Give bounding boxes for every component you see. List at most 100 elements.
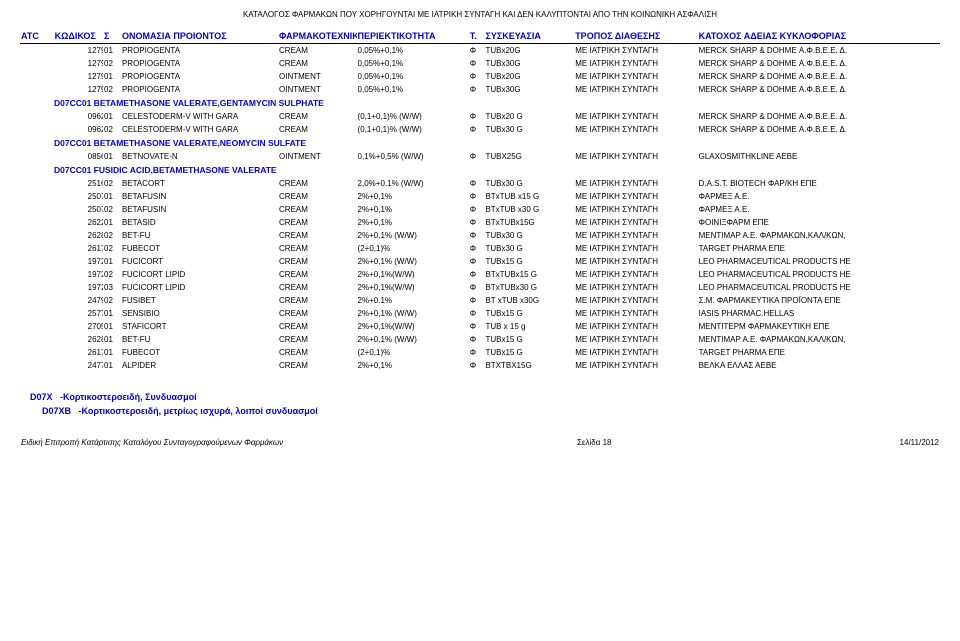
cell-disp: ΜΕ ΙΑΤΡΙΚΗ ΣΥΝΤΑΓΗ [574, 150, 697, 163]
table-row: 270580101STAFICORTCREAM2%+0,1%(W/W)ΦTUB … [20, 320, 940, 333]
table-row: 197240203FUCICORT LIPIDCREAM2%+0,1%(W/W)… [20, 281, 940, 294]
cell-disp: ΜΕ ΙΑΤΡΙΚΗ ΣΥΝΤΑΓΗ [574, 320, 697, 333]
cell-kodikos: 2507001 [54, 190, 103, 203]
cell-pack: TUBx15 G [484, 255, 574, 268]
cell-s: 02 [103, 268, 121, 281]
cell-t: Φ [469, 359, 485, 372]
footer-right: 14/11/2012 [709, 436, 940, 449]
cell-atc [20, 359, 54, 372]
cell-t: Φ [469, 83, 485, 96]
cell-name: FUBECOT [121, 242, 278, 255]
cell-disp: ΜΕ ΙΑΤΡΙΚΗ ΣΥΝΤΑΓΗ [574, 57, 697, 70]
cell-pack: BTXTBX15G [484, 359, 574, 372]
cell-kodikos: 2477301 [54, 359, 103, 372]
cell-atc [20, 255, 54, 268]
cell-name: PROPIOGENTA [121, 70, 278, 83]
cell-pack: TUBx20G [484, 70, 574, 83]
cell-name: BET-FU [121, 229, 278, 242]
cell-atc [20, 294, 54, 307]
footer-left: Ειδική Επιτροπή Κατάρτισης Καταλόγου Συν… [20, 436, 479, 449]
cell-form: CREAM [278, 333, 357, 346]
cell-holder: ΒΕΛΚΑ ΕΛΛΑΣ ΑΕΒΕ [698, 359, 940, 372]
cell-kodikos: 2516801 [54, 177, 103, 190]
cell-strength: 0,05%+0,1% [357, 44, 469, 58]
table-row: 251680102BETACORTCREAM2,0%+0,1% (W/W)ΦTU… [20, 177, 940, 190]
cell-strength: (0,1+0,1)% (W/W) [357, 110, 469, 123]
cell-kodikos: 2628301 [54, 229, 103, 242]
cell-atc [20, 242, 54, 255]
cell-atc [20, 268, 54, 281]
cell-atc [20, 70, 54, 83]
cell-name: BETASID [121, 216, 278, 229]
section-cell: D07CC01 FUSIDIC ACID,BETAMETHASONE VALER… [20, 163, 940, 177]
cell-form: OINTMENT [278, 70, 357, 83]
cell-holder: MERCK SHARP & DOHME Α.Φ.Β.Ε.Ε. Δ. [698, 83, 940, 96]
cell-kodikos: 0856301 [54, 150, 103, 163]
cell-strength: 2%+0,1%(W/W) [357, 320, 469, 333]
cell-atc [20, 333, 54, 346]
cell-pack: TUBx30 G [484, 242, 574, 255]
cell-holder: ΦΑΡΜΕΞ Α.Ε. [698, 203, 940, 216]
table-row: 127930101PROPIOGENTAOINTMENT0,05%+0,1%ΦT… [20, 70, 940, 83]
cell-s: 01 [103, 307, 121, 320]
cell-name: FUCICORT LIPID [121, 268, 278, 281]
table-row: 261760101FUBECOTCREAM(2+0,1)%ΦTUBx15 GΜΕ… [20, 346, 940, 359]
cell-kodikos: 2617601 [54, 242, 103, 255]
cell-atc [20, 203, 54, 216]
cell-strength: 0,1%+0,5% (W/W) [357, 150, 469, 163]
cell-strength: 2%+0.1% [357, 294, 469, 307]
cell-strength: 2%+0,1% [357, 359, 469, 372]
cell-atc [20, 281, 54, 294]
cell-disp: ΜΕ ΙΑΤΡΙΚΗ ΣΥΝΤΑΓΗ [574, 190, 697, 203]
cell-disp: ΜΕ ΙΑΤΡΙΚΗ ΣΥΝΤΑΓΗ [574, 242, 697, 255]
cell-form: CREAM [278, 255, 357, 268]
cell-disp: ΜΕ ΙΑΤΡΙΚΗ ΣΥΝΤΑΓΗ [574, 123, 697, 136]
table-row: 250700102BETAFUSINCREAM2%+0,1%ΦBTxTUB x3… [20, 203, 940, 216]
cell-pack: BTxTUBx15 G [484, 268, 574, 281]
cell-strength: 2%+0,1% (W/W) [357, 333, 469, 346]
cell-strength: 2,0%+0,1% (W/W) [357, 177, 469, 190]
section-row: D07CC01 BETAMETHASONE VALERATE,GENTAMYCI… [20, 96, 940, 110]
cell-disp: ΜΕ ΙΑΤΡΙΚΗ ΣΥΝΤΑΓΗ [574, 203, 697, 216]
col-form: ΦΑΡΜΑΚΟΤΕΧΝΙΚΗ ΜΟΡΦΗ [278, 29, 357, 44]
cell-holder: ΜΕΝΤΙΜΑΡ Α.Ε. ΦΑΡΜΑΚΩΝ,ΚΑΛ/ΚΩΝ, [698, 333, 940, 346]
cell-t: Φ [469, 242, 485, 255]
cell-strength: 0,05%+0,1% [357, 57, 469, 70]
cell-name: FUCICORT LIPID [121, 281, 278, 294]
cell-strength: 0,05%+0,1% [357, 70, 469, 83]
cell-disp: ΜΕ ΙΑΤΡΙΚΗ ΣΥΝΤΑΓΗ [574, 307, 697, 320]
cell-form: CREAM [278, 359, 357, 372]
cell-form: CREAM [278, 44, 357, 58]
cell-t: Φ [469, 229, 485, 242]
cell-kodikos: 2628301 [54, 333, 103, 346]
cell-name: CELESTODERM-V WITH GARA [121, 110, 278, 123]
cell-form: CREAM [278, 307, 357, 320]
cell-name: ALPIDER [121, 359, 278, 372]
cell-pack: TUBx15 G [484, 333, 574, 346]
cell-pack: BTxTUBx30 G [484, 281, 574, 294]
cell-kodikos: 1279301 [54, 70, 103, 83]
cell-pack: TUBx20G [484, 44, 574, 58]
cell-atc [20, 320, 54, 333]
table-row: 127930102PROPIOGENTAOINTMENT0,05%+0,1%ΦT… [20, 83, 940, 96]
cell-holder: ΜΕΝΤΙΤΕΡΜ ΦΑΡΜΑΚΕΥΤΙΚΗ ΕΠΕ [698, 320, 940, 333]
cell-disp: ΜΕ ΙΑΤΡΙΚΗ ΣΥΝΤΑΓΗ [574, 333, 697, 346]
cell-holder: LEO PHARMACEUTICAL PRODUCTS HE [698, 268, 940, 281]
cell-kodikos: 2507001 [54, 203, 103, 216]
cell-form: CREAM [278, 242, 357, 255]
cell-name: FUSIBET [121, 294, 278, 307]
table-row: 262270101BETASIDCREAM2%+0,1%ΦBTxTUBx15GΜ… [20, 216, 940, 229]
cell-s: 01 [103, 359, 121, 372]
cell-pack: TUBx15 G [484, 346, 574, 359]
cell-form: OINTMENT [278, 83, 357, 96]
cell-holder: GLAXOSMITHKLINE AEBE [698, 150, 940, 163]
cell-strength: 0,05%+0,1% [357, 83, 469, 96]
cell-kodikos: 0962001 [54, 110, 103, 123]
cell-form: CREAM [278, 216, 357, 229]
cell-t: Φ [469, 294, 485, 307]
cell-pack: BTxTUBx15G [484, 216, 574, 229]
cell-name: PROPIOGENTA [121, 44, 278, 58]
cell-strength: (0,1+0,1)% (W/W) [357, 123, 469, 136]
table-row: 127930202PROPIOGENTACREAM0,05%+0,1%ΦTUBx… [20, 57, 940, 70]
cell-holder: ΦΑΡΜΕΞ Α.Ε. [698, 190, 940, 203]
